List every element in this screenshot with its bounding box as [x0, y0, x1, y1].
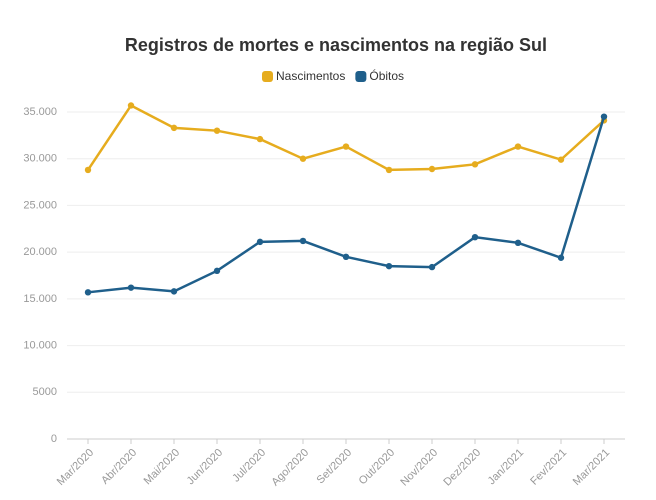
data-point: [299, 155, 307, 162]
x-tick-label: Mar/2020: [55, 447, 96, 488]
y-tick-label: 30.000: [23, 153, 57, 165]
chart-title: Registros de mortes e nascimentos na reg…: [125, 35, 547, 55]
legend-swatch: [262, 71, 273, 82]
data-point: [127, 284, 135, 291]
x-tick-label: Mai/2020: [142, 447, 182, 487]
data-point: [385, 166, 393, 174]
data-point: [428, 165, 436, 173]
data-point: [471, 161, 479, 168]
data-point: [342, 143, 350, 150]
series-line: [87, 116, 606, 294]
data-point: [127, 102, 135, 109]
data-point: [170, 288, 178, 295]
x-tick-label: Mar/2021: [571, 447, 612, 488]
y-tick-label: 5000: [33, 386, 57, 398]
y-tick-label: 20.000: [23, 246, 57, 258]
data-point: [256, 238, 264, 246]
legend-label: Óbitos: [369, 68, 404, 83]
x-tick-label: Out/2020: [357, 447, 397, 487]
y-tick-label: 0: [51, 433, 57, 445]
x-tick-label: Nov/2020: [398, 447, 440, 489]
x-tick-label: Jul/2020: [230, 447, 268, 485]
data-point: [557, 156, 565, 163]
data-point: [428, 263, 436, 271]
data-point: [84, 166, 92, 174]
data-point: [385, 262, 393, 270]
data-point: [170, 124, 178, 132]
x-tick-label: Fev/2021: [528, 447, 569, 488]
data-point: [213, 127, 221, 134]
x-tick-label: Ago/2020: [269, 447, 311, 489]
data-point: [299, 237, 307, 245]
y-tick-label: 35.000: [23, 106, 57, 118]
legend-label: Nascimentos: [276, 69, 345, 83]
data-point: [557, 254, 565, 261]
series-line: [86, 103, 605, 172]
x-tick-label: Abr/2020: [99, 447, 139, 487]
data-point: [84, 289, 92, 296]
data-point: [471, 233, 479, 241]
data-point: [600, 113, 608, 120]
data-point: [514, 143, 522, 150]
x-tick-label: Jun/2020: [185, 447, 225, 487]
x-tick-label: Dez/2020: [441, 447, 483, 489]
legend-swatch: [355, 71, 367, 82]
y-tick-label: 15.000: [23, 293, 57, 305]
x-tick-label: Jan/2021: [486, 447, 526, 487]
y-tick-label: 25.000: [23, 199, 57, 211]
data-point: [256, 135, 264, 143]
data-point: [514, 239, 522, 246]
y-tick-label: 10.000: [23, 339, 57, 351]
data-point: [342, 253, 350, 261]
data-point: [213, 267, 221, 275]
x-tick-label: Set/2020: [315, 447, 355, 487]
